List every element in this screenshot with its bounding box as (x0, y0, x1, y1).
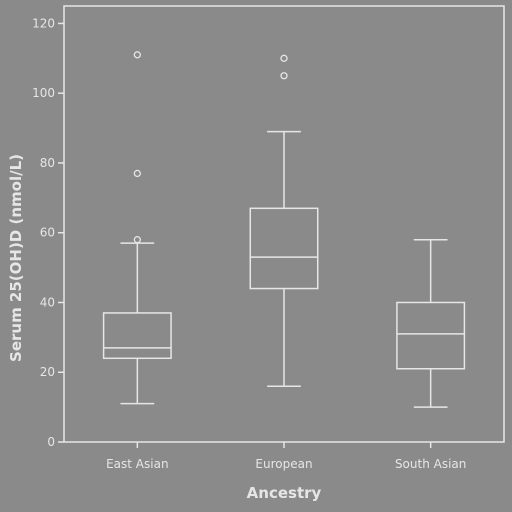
box-group (396, 238, 466, 408)
x-tick-label: East Asian (106, 457, 168, 471)
outlier-point (133, 169, 141, 178)
box-iqr (102, 312, 172, 360)
y-tick-label: 40 (40, 295, 55, 309)
box-group (102, 51, 172, 405)
box-group (249, 54, 319, 387)
x-axis: East Asian European South Asian (106, 442, 466, 471)
y-tick-label: 60 (40, 226, 55, 240)
y-tick-label: 120 (32, 16, 55, 30)
y-tick-label: 100 (32, 86, 55, 100)
boxes-layer (102, 51, 466, 408)
x-tick-label: European (255, 457, 312, 471)
box-iqr (249, 207, 319, 290)
outlier-point (133, 51, 141, 59)
outlier-point (280, 54, 288, 62)
y-tick-label: 80 (40, 156, 55, 170)
y-tick-label: 0 (47, 435, 55, 449)
outlier-point (280, 72, 288, 80)
box-iqr (396, 301, 466, 370)
x-axis-label: Ancestry (247, 484, 322, 502)
outlier-point (133, 236, 141, 244)
y-tick-label: 20 (40, 365, 55, 379)
x-tick-label: South Asian (395, 457, 466, 471)
y-axis: 0 20 40 60 80 100 120 (32, 16, 64, 449)
y-axis-label: Serum 25(OH)D (nmol/L) (7, 154, 25, 362)
